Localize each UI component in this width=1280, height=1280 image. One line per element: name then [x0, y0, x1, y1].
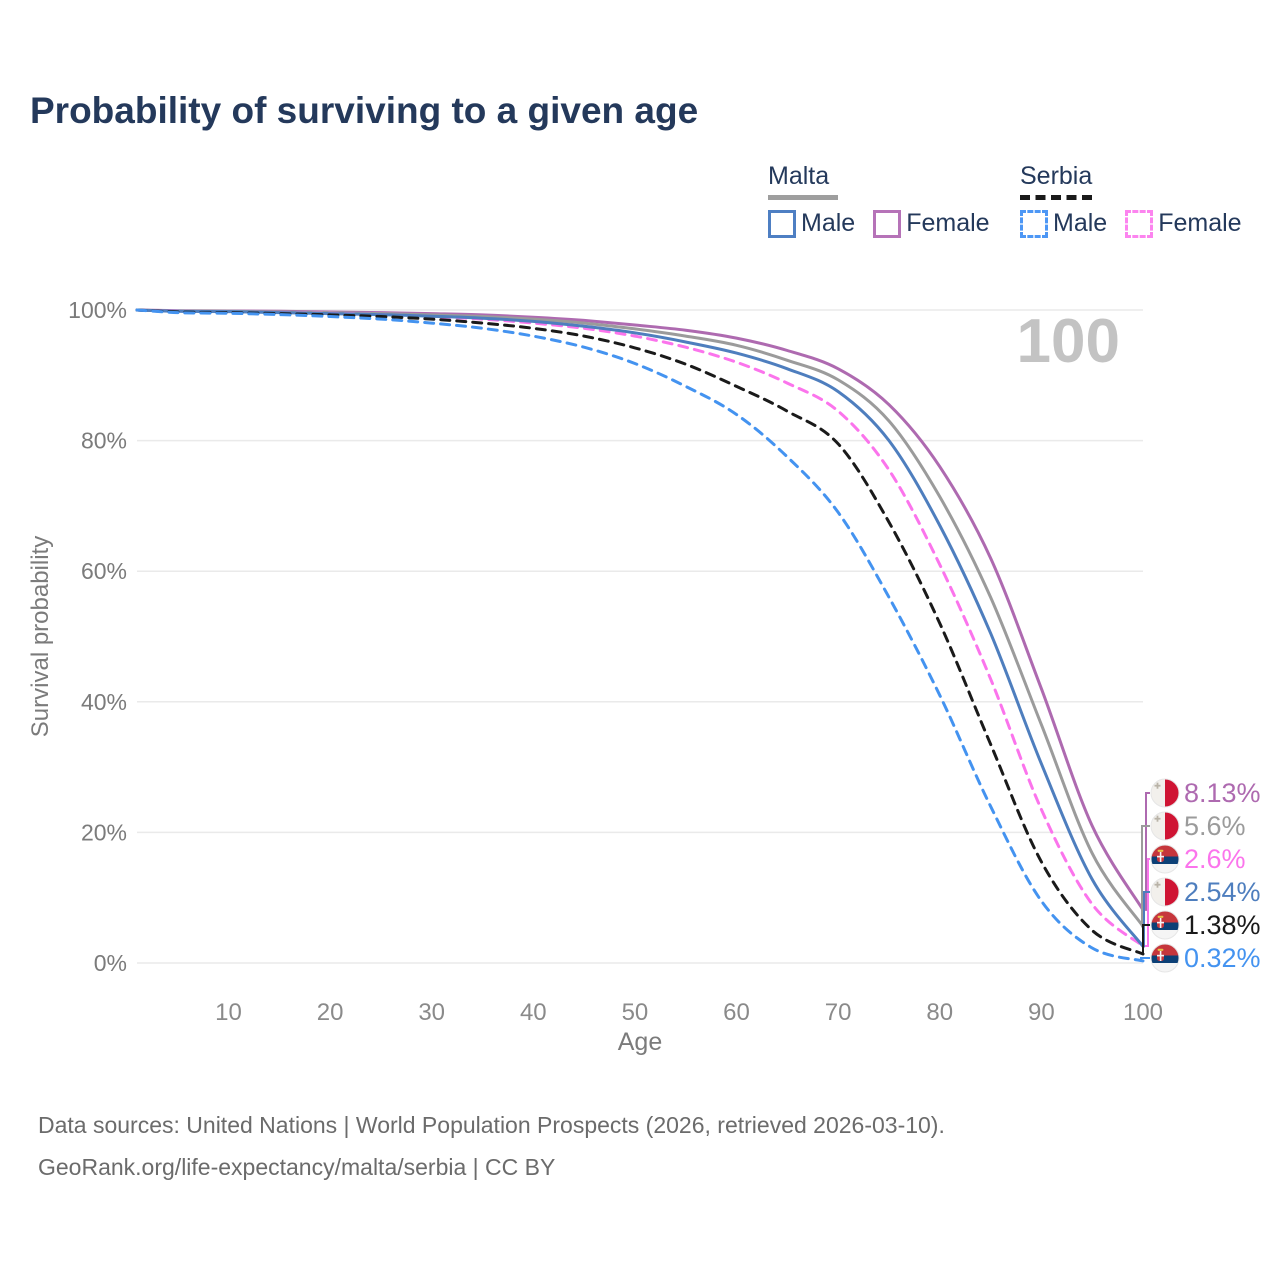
series-line-serbia-male — [135, 308, 1145, 963]
malta-male-swatch[interactable] — [768, 209, 796, 238]
value-connector — [1142, 924, 1150, 954]
series-line-malta-male — [135, 308, 1145, 948]
malta-female-swatch[interactable] — [873, 209, 902, 238]
data-sources-text: Data sources: United Nations | World Pop… — [38, 1112, 945, 1138]
y-tick-label: 80% — [81, 428, 127, 454]
serbia-flag-icon — [1151, 911, 1179, 939]
malta-flag-icon-ring — [1150, 811, 1180, 841]
legend-item-malta-female[interactable]: Female — [873, 209, 990, 238]
serbia-flag-icon-ring — [1150, 910, 1180, 940]
y-tick-label: 100% — [68, 297, 127, 323]
y-tick-label: 40% — [81, 689, 127, 715]
malta-flag-icon — [1151, 878, 1179, 906]
end-value-label-malta-male: 2.54% — [1184, 877, 1261, 907]
y-axis-title: Survival probability — [27, 536, 54, 737]
serbia-flag-icon — [1151, 944, 1179, 972]
serbia-flag-icon-ring — [1150, 844, 1180, 874]
serbia-flag-icon-ring — [1150, 943, 1180, 973]
x-tick-label: 40 — [520, 999, 547, 1026]
legend-item-malta-male[interactable]: Male — [768, 209, 855, 238]
x-tick-label: 80 — [926, 999, 953, 1026]
serbia-line-swatch — [1020, 195, 1092, 200]
y-tick-label: 60% — [81, 558, 127, 584]
x-axis-title: Age — [618, 1028, 662, 1056]
x-tick-label: 10 — [215, 999, 242, 1026]
malta-line-swatch — [768, 195, 838, 200]
x-tick-label: 100 — [1123, 999, 1163, 1026]
malta-flag-icon-ring — [1150, 778, 1180, 808]
legend-item-serbia-female[interactable]: Female — [1125, 209, 1242, 238]
x-tick-label: 90 — [1028, 999, 1055, 1026]
x-tick-label: 30 — [418, 999, 445, 1026]
page-title: Probability of surviving to a given age — [30, 90, 699, 131]
x-tick-label: 20 — [317, 999, 344, 1026]
legend-label-malta-female: Female — [906, 209, 990, 237]
value-connector — [1143, 858, 1150, 947]
y-tick-label: 0% — [94, 950, 127, 976]
series-line-malta-female — [135, 308, 1145, 912]
x-tick-label: 60 — [723, 999, 750, 1026]
age-indicator-watermark: 100 — [1017, 307, 1120, 376]
end-value-label-serbia-both: 1.38% — [1184, 910, 1261, 940]
y-tick-label: 20% — [81, 819, 127, 845]
series-line-malta-both — [135, 308, 1145, 928]
legend-label-serbia-male: Male — [1053, 209, 1108, 237]
end-value-label-malta-both: 5.6% — [1184, 811, 1246, 841]
legend: Malta Male Female Serbia Male — [0, 162, 1280, 242]
x-tick-label: 70 — [825, 999, 852, 1026]
serbia-male-swatch[interactable] — [1020, 209, 1048, 238]
value-connector — [1140, 957, 1150, 962]
x-tick-label: 50 — [622, 999, 649, 1026]
legend-group-serbia: Serbia Male Female — [1020, 162, 1242, 238]
end-value-label-serbia-male: 0.32% — [1184, 943, 1261, 973]
malta-flag-icon-ring — [1150, 877, 1180, 907]
legend-label-malta-male: Male — [801, 209, 856, 237]
legend-group-title-malta: Malta — [768, 162, 830, 190]
legend-label-serbia-female: Female — [1158, 209, 1242, 237]
malta-flag-icon — [1151, 779, 1179, 807]
footer: Data sources: United Nations | World Pop… — [38, 1104, 945, 1188]
legend-group-malta: Malta Male Female — [768, 162, 990, 238]
serbia-flag-icon — [1151, 845, 1179, 873]
legend-item-serbia-male[interactable]: Male — [1020, 209, 1107, 238]
series-line-serbia-female — [135, 308, 1145, 948]
malta-flag-icon — [1151, 812, 1179, 840]
end-value-label-malta-female: 8.13% — [1184, 778, 1261, 808]
attribution-text: GeoRank.org/life-expectancy/malta/serbia… — [38, 1154, 556, 1180]
end-value-label-serbia-female: 2.6% — [1184, 844, 1246, 874]
legend-group-title-serbia: Serbia — [1020, 162, 1093, 190]
series-line-serbia-both — [135, 308, 1145, 956]
serbia-female-swatch[interactable] — [1125, 209, 1154, 238]
